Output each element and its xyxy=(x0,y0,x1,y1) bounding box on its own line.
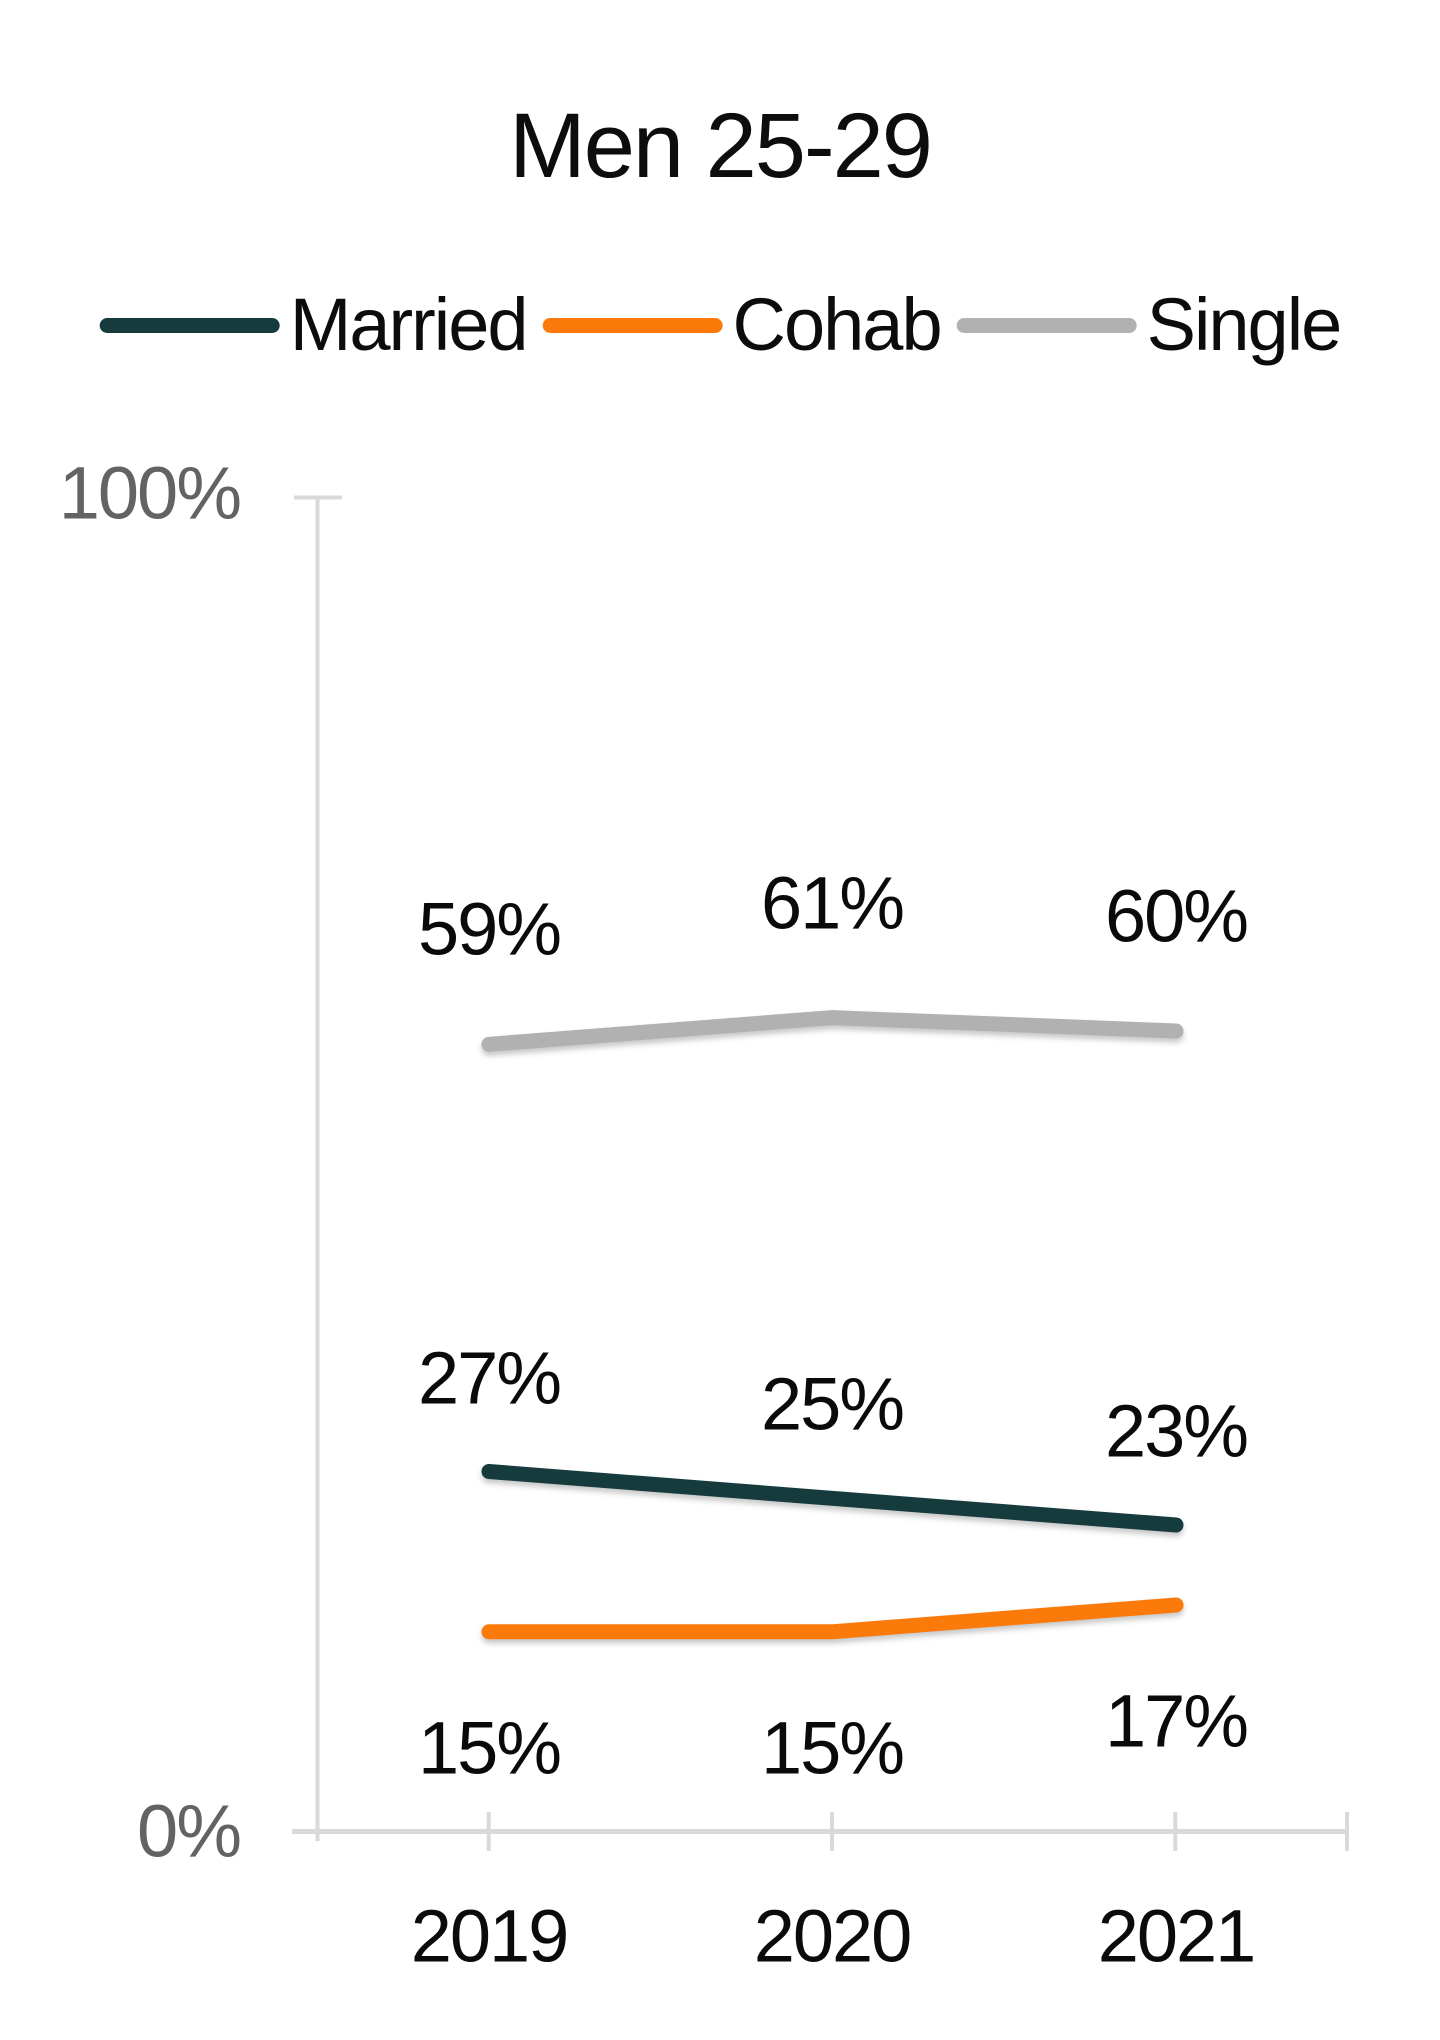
line-cohab xyxy=(481,1597,1184,1640)
legend: Married Cohab Single xyxy=(99,283,1343,366)
line-single xyxy=(481,1010,1184,1052)
data-label-cohab-2021: 17% xyxy=(1104,1679,1249,1763)
legend-label-married: Married xyxy=(289,283,529,366)
data-label-single-2019: 59% xyxy=(417,887,562,971)
series-lines xyxy=(481,1010,1184,1640)
legend-item-married: Married xyxy=(99,283,529,366)
y-axis-label-0: 0% xyxy=(137,1789,242,1873)
x-axis-label-2021: 2021 xyxy=(1097,1894,1257,1978)
x-axis-label-2019: 2019 xyxy=(410,1894,570,1978)
x-axis-label-2020: 2020 xyxy=(753,1894,913,1978)
single-line-swatch xyxy=(956,317,1137,333)
chart-title: Men 25-29 xyxy=(509,95,933,197)
data-label-cohab-2019: 15% xyxy=(417,1706,562,1790)
legend-label-single: Single xyxy=(1146,283,1343,366)
cohab-line-swatch xyxy=(542,317,723,333)
data-label-married-2020: 25% xyxy=(760,1362,905,1446)
data-label-single-2020: 61% xyxy=(760,861,905,945)
data-label-married-2019: 27% xyxy=(417,1336,562,1420)
data-label-single-2021: 60% xyxy=(1104,874,1249,958)
axes xyxy=(292,495,1349,1851)
married-line-swatch xyxy=(99,317,280,333)
y-axis-label-100: 100% xyxy=(58,451,242,535)
legend-label-cohab: Cohab xyxy=(732,283,943,366)
line-married xyxy=(481,1464,1184,1533)
data-label-married-2021: 23% xyxy=(1104,1389,1249,1473)
legend-item-cohab: Cohab xyxy=(542,283,943,366)
legend-item-single: Single xyxy=(956,283,1343,366)
data-label-cohab-2020: 15% xyxy=(760,1706,905,1790)
